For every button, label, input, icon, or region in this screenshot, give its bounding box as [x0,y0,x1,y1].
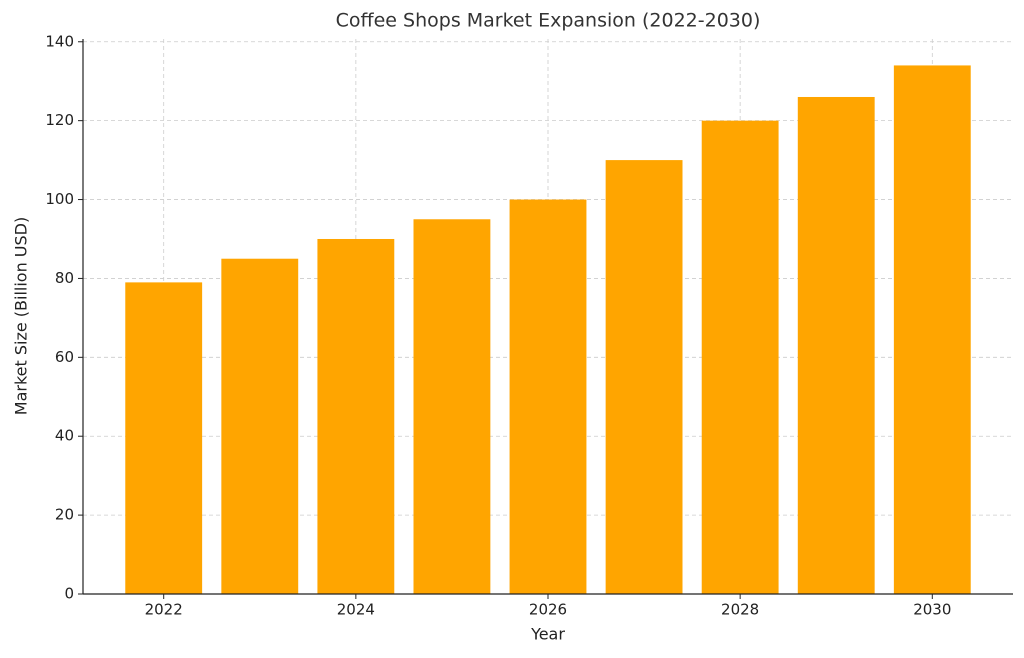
x-tick-label: 2022 [145,601,183,619]
bar [125,282,203,594]
y-tick-label: 80 [55,269,74,287]
x-tick-label: 2024 [337,601,375,619]
y-tick-label: 60 [55,348,74,366]
axes: 0 20 40 60 80 100 120 140 2022 2024 2026 2028 2030 [45,32,1013,619]
y-axis-label: Market Size (Billion USD) [12,217,31,415]
y-tick-label: 0 [64,585,74,603]
bar [509,199,587,595]
bar [797,96,875,594]
x-tick-label: 2026 [529,601,567,619]
bar [221,258,299,594]
y-tick-label: 40 [55,427,74,445]
bar [413,219,491,594]
y-tick-label: 140 [45,32,74,50]
x-tick-label: 2028 [721,601,759,619]
bar [893,65,971,594]
y-tick-label: 120 [45,111,74,129]
bars [125,65,971,595]
x-axis-label: Year [530,625,565,644]
chart-title: Coffee Shops Market Expansion (2022-2030… [336,10,761,32]
bar [701,120,779,594]
bar [317,238,395,595]
y-tick-label: 100 [45,190,74,208]
x-tick-label: 2030 [913,601,951,619]
y-tick-label: 20 [55,506,74,524]
bar [605,160,683,594]
